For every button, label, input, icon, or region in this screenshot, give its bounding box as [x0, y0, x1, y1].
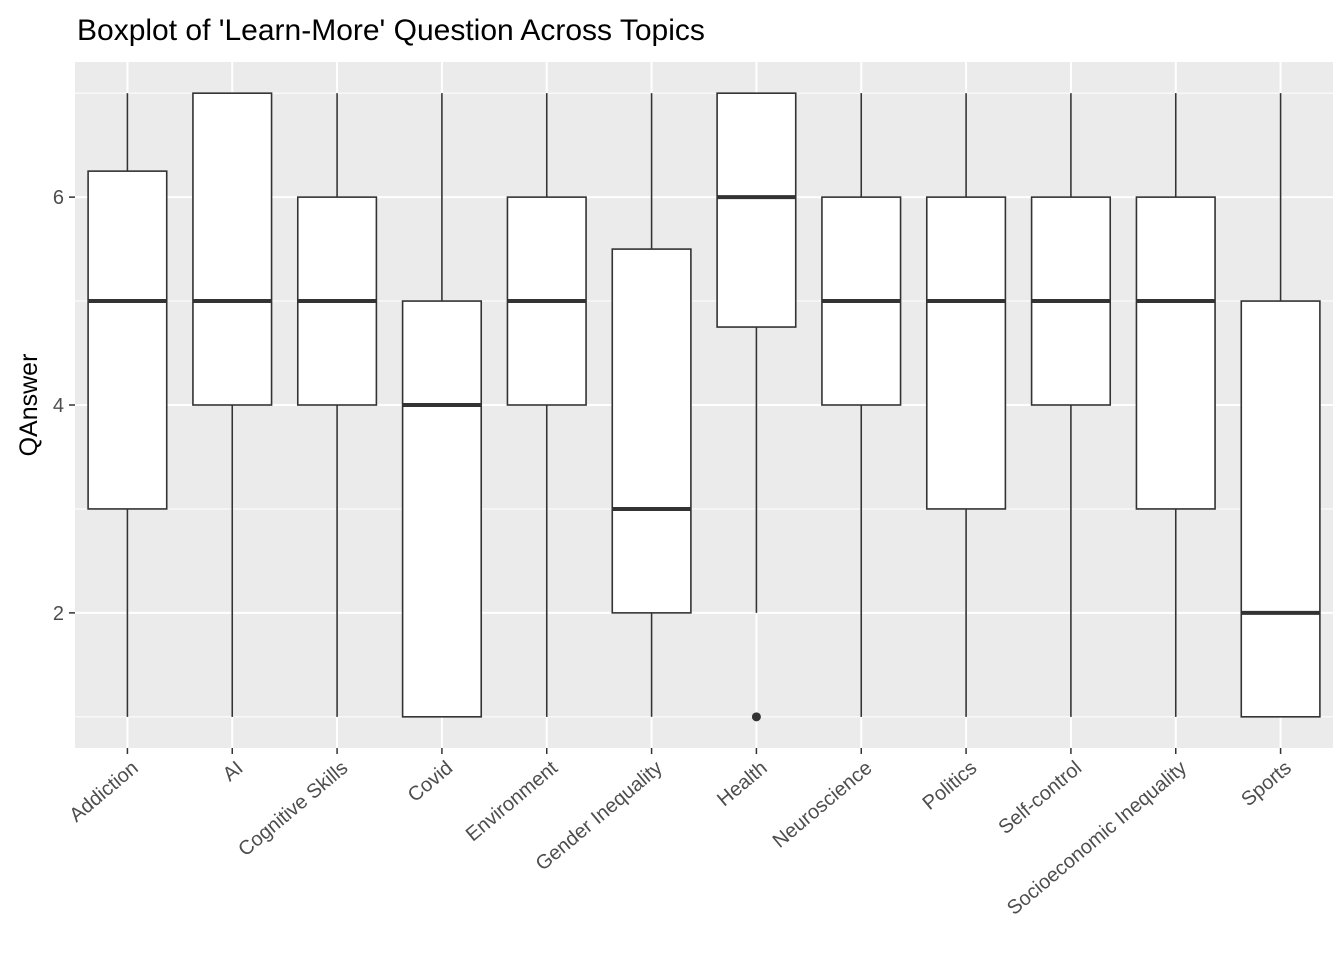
y-axis: 2 4 6	[53, 187, 75, 625]
x-tick-label: Environment	[462, 757, 562, 846]
iqr-box	[716, 92, 797, 328]
x-tick-label: Cognitive Skills	[234, 757, 352, 861]
y-tick-label: 2	[53, 603, 64, 625]
y-tick-label: 6	[53, 187, 64, 209]
iqr-box	[87, 170, 168, 510]
box-sports	[1240, 93, 1321, 718]
minor-gridlines	[75, 92, 1333, 718]
x-tick-label: Sports	[1237, 757, 1295, 811]
box-health	[716, 92, 797, 722]
box-covid	[401, 93, 483, 718]
x-tick-label: Covid	[404, 757, 457, 807]
box-self-control	[1030, 93, 1112, 717]
box-environment	[506, 93, 587, 717]
box-politics	[925, 93, 1007, 717]
chart-title: Boxplot of 'Learn-More' Question Across …	[77, 14, 705, 47]
x-tick-label: Socioeconomic Inequality	[1003, 757, 1191, 920]
iqr-box	[611, 248, 692, 614]
box-cognitive-skills	[296, 93, 378, 717]
x-tick-label: AI	[219, 757, 248, 786]
box-ai	[192, 92, 273, 717]
box-addiction	[87, 93, 168, 717]
x-tick-label: Politics	[919, 757, 982, 815]
x-tick-label: Health	[713, 757, 771, 811]
iqr-box	[401, 300, 483, 718]
iqr-box	[925, 196, 1007, 510]
box-socioeconomic-inequality	[1135, 93, 1216, 717]
outlier-point	[751, 712, 761, 722]
x-tick-label: Neuroscience	[769, 757, 877, 852]
x-tick-label: Self-control	[994, 757, 1086, 839]
box-neuroscience	[821, 93, 902, 717]
y-tick-label: 4	[53, 395, 64, 417]
x-tick-label: Addiction	[65, 757, 142, 827]
y-axis-title: QAnswer	[15, 354, 43, 457]
box-gender-inequality	[611, 93, 692, 717]
iqr-box	[1135, 196, 1216, 510]
iqr-box	[192, 92, 273, 406]
iqr-box	[1240, 300, 1321, 718]
boxes-layer	[87, 92, 1321, 722]
